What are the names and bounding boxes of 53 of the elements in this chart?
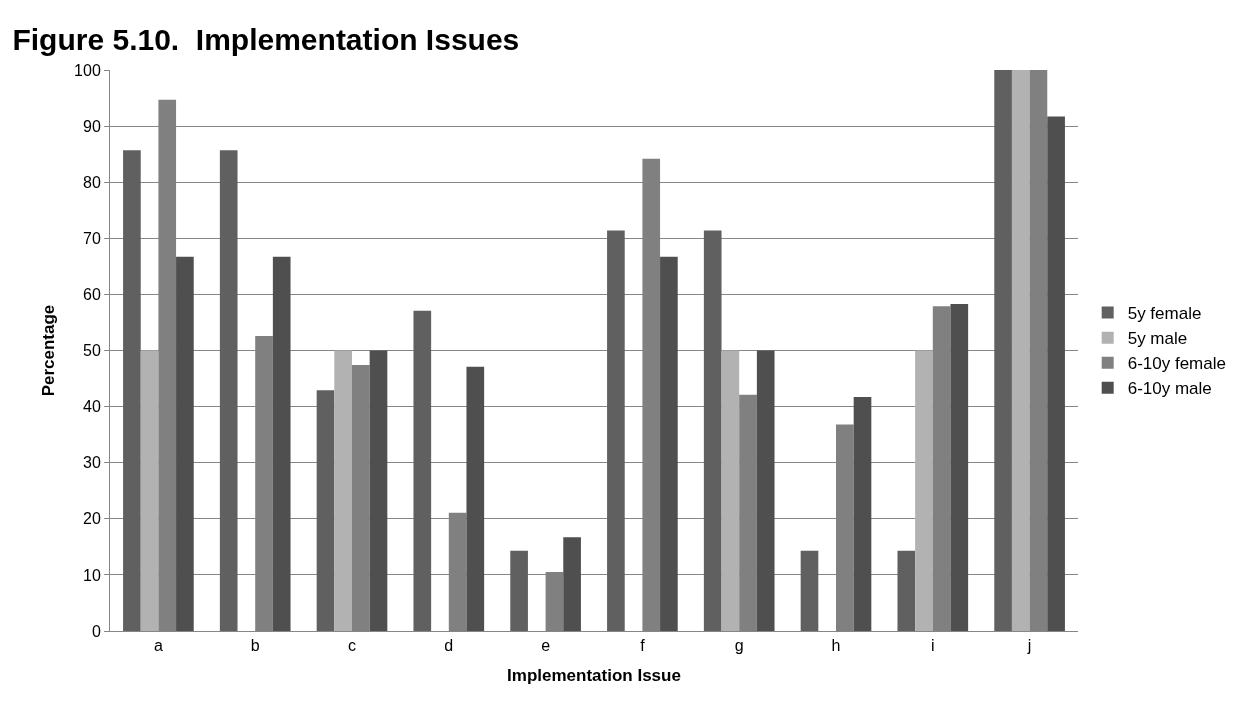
y-tick-label: 90 bbox=[83, 117, 101, 135]
bar bbox=[510, 550, 528, 631]
bar bbox=[334, 350, 352, 631]
bar bbox=[176, 256, 194, 631]
bar bbox=[897, 550, 916, 631]
bar bbox=[272, 256, 291, 631]
x-tick-label: b bbox=[250, 637, 260, 655]
y-tick-label: 50 bbox=[83, 342, 101, 360]
bar bbox=[1047, 116, 1065, 631]
y-tick-label: 70 bbox=[83, 229, 101, 247]
bar bbox=[123, 150, 141, 631]
bar bbox=[756, 350, 775, 631]
chart-title: Figure 5.10. Implementation Issues bbox=[12, 22, 520, 56]
y-tick-label: 20 bbox=[83, 510, 101, 528]
x-tick-label: j bbox=[1026, 637, 1032, 655]
x-tick-label: a bbox=[153, 637, 163, 655]
y-axis-title: Percentage bbox=[38, 304, 58, 397]
legend-label: 5y male bbox=[1127, 329, 1188, 349]
y-tick-label: 100 bbox=[74, 61, 101, 79]
x-tick-label: c bbox=[348, 637, 356, 655]
bar bbox=[219, 150, 238, 631]
legend-label: 5y female bbox=[1127, 304, 1202, 324]
bar bbox=[413, 310, 432, 631]
bar bbox=[800, 550, 819, 631]
bar bbox=[853, 397, 872, 631]
y-tick-label: 0 bbox=[91, 622, 101, 640]
bar bbox=[1011, 70, 1030, 631]
bar bbox=[563, 537, 581, 631]
bar bbox=[607, 230, 625, 631]
y-tick-label: 60 bbox=[83, 286, 101, 303]
legend-label: 6-10y female bbox=[1127, 354, 1226, 374]
bar bbox=[703, 230, 722, 631]
bar bbox=[994, 70, 1012, 631]
x-tick-label: h bbox=[831, 637, 841, 655]
bar bbox=[466, 366, 485, 631]
x-tick-label: e bbox=[541, 637, 551, 655]
y-tick-label: 80 bbox=[83, 173, 101, 191]
x-tick-label: g bbox=[734, 637, 744, 655]
bar bbox=[369, 350, 388, 631]
bar bbox=[950, 303, 969, 631]
legend-label: 6-10y male bbox=[1127, 379, 1212, 399]
bar bbox=[140, 350, 159, 631]
x-tick-label: f bbox=[640, 637, 646, 655]
y-tick-label: 10 bbox=[83, 566, 101, 584]
bar bbox=[316, 390, 335, 631]
bar bbox=[721, 350, 740, 631]
bar bbox=[915, 350, 933, 631]
x-tick-label: d bbox=[444, 637, 454, 655]
y-tick-label: 30 bbox=[83, 454, 101, 472]
x-axis-title: Implementation Issue bbox=[507, 665, 681, 685]
y-tick-label: 40 bbox=[83, 398, 101, 416]
bar bbox=[660, 256, 678, 631]
x-tick-label: i bbox=[931, 637, 935, 655]
